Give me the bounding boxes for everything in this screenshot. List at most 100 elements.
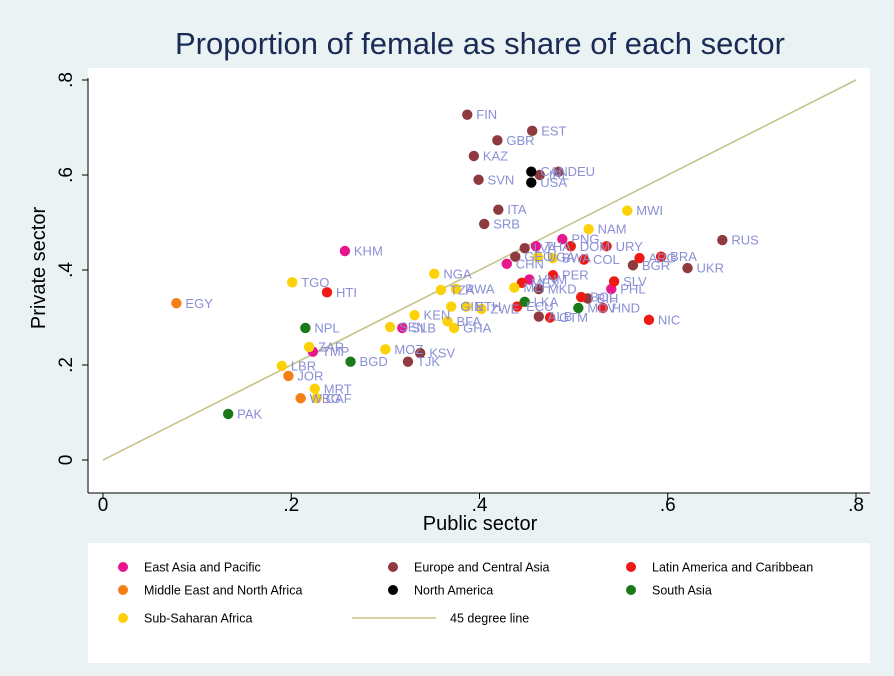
data-point-mkd [533, 283, 544, 295]
point-label-lbr: LBR [291, 358, 316, 373]
data-point-est [527, 125, 538, 137]
data-point-bra [655, 251, 667, 262]
point-label-bgr: BGR [642, 258, 670, 273]
legend-swatch-middle-east-and-north-africa [118, 585, 128, 595]
data-point-tha [530, 241, 542, 252]
data-point-hti [321, 287, 333, 298]
point-label-bih: BIH [597, 291, 619, 306]
y-axis-title: Private sector [28, 207, 50, 330]
data-point-tgo [286, 277, 298, 288]
x-tick-label: .6 [660, 495, 676, 516]
data-point-usa [526, 177, 537, 188]
data-point-ksv [415, 347, 426, 359]
data-point-bgr [627, 260, 639, 271]
data-point-eth [461, 301, 472, 312]
legend-label-45-degree-line: 45 degree line [450, 612, 529, 626]
legend-label-south-asia: South Asia [652, 584, 712, 598]
data-point-gha [448, 322, 460, 334]
point-label-mwi: MWI [636, 203, 663, 218]
legend-label-east-asia-and-pacific: East Asia and Pacific [144, 561, 261, 575]
data-point-srb [479, 218, 490, 230]
data-point-deu [553, 166, 564, 177]
point-label-egy: EGY [185, 296, 213, 311]
legend-swatch-europe-and-central-asia [388, 562, 398, 572]
point-label-geo: GEO [524, 249, 553, 264]
data-point-zar [303, 341, 315, 353]
legend-box [88, 543, 870, 663]
point-label-bol: BOL [590, 290, 616, 305]
point-label-srb: SRB [493, 216, 520, 231]
data-point-ukr [682, 262, 693, 274]
point-label-khm: KHM [354, 244, 383, 259]
point-label-hnd: HND [612, 301, 640, 316]
point-label-png: PNG [571, 232, 599, 247]
data-point-lka [519, 296, 530, 308]
x-tick-label: .2 [283, 495, 299, 516]
data-point-alb [533, 311, 544, 322]
point-label-nam: NAM [598, 222, 627, 237]
data-point-bwa [547, 252, 559, 264]
point-label-irl: IRL [549, 168, 569, 183]
point-label-wbg: WBG [310, 391, 341, 406]
data-point-can [526, 166, 537, 177]
point-label-svn: SVN [488, 172, 515, 187]
data-point-slb [397, 322, 408, 334]
point-label-rwa: RWA [465, 282, 495, 297]
point-label-tmp: TMP [322, 344, 349, 359]
point-label-alb: ALB [548, 309, 573, 324]
legend-label-europe-and-central-asia: Europe and Central Asia [414, 561, 550, 575]
point-label-gin: GIN [460, 299, 483, 314]
point-label-tgo: TGO [301, 275, 329, 290]
data-point-npl [300, 322, 311, 334]
data-point-ita [493, 204, 504, 215]
point-label-moz: MOZ [394, 342, 423, 357]
data-point-bgd [345, 356, 356, 367]
data-point-wbg [295, 393, 306, 404]
point-label-gbr: GBR [506, 133, 534, 148]
y-tick-label: .6 [56, 167, 77, 183]
point-label-eth: ETH [475, 299, 501, 314]
legend-swatch-north-america [388, 585, 398, 595]
data-point-mli [509, 282, 520, 293]
axes: 0 .2 .4 .6 .8 0 .2 .4 .6 .8 [56, 72, 870, 516]
legend-label-sub-saharan-africa: Sub-Saharan Africa [144, 612, 252, 626]
point-label-mli: MLI [523, 280, 545, 295]
data-point-egy [171, 298, 182, 309]
point-label-phl: PHL [620, 282, 645, 297]
data-point-caf [311, 393, 322, 404]
data-point-rwa [450, 283, 462, 295]
data-point-lva [519, 242, 530, 254]
data-point-gbr [492, 135, 503, 146]
reference-line-layer [102, 79, 857, 461]
x-tick-label: .4 [472, 495, 488, 516]
legend-label-latin-america-and-caribbean: Latin America and Caribbean [652, 561, 813, 575]
legend: East Asia and Pacific Europe and Central … [118, 561, 813, 626]
point-label-zwe: ZWE [490, 301, 519, 316]
point-label-bra: BRA [670, 249, 697, 264]
point-label-uga: UGA [547, 250, 576, 265]
data-point-bfa [442, 316, 453, 327]
legend-swatch-east-asia-and-pacific [118, 562, 128, 572]
point-label-ita: ITA [507, 202, 527, 217]
legend-label-middle-east-and-north-africa: Middle East and North Africa [144, 584, 302, 598]
data-point-kaz [468, 150, 480, 162]
y-tick-label: 0 [56, 455, 77, 466]
data-point-geo [510, 251, 521, 262]
data-point-bol [575, 291, 587, 303]
point-label-bfa: BFA [456, 314, 481, 329]
legend-swatch-sub-saharan-africa [118, 613, 128, 623]
y-tick-label: .2 [56, 357, 77, 373]
data-point-mex [516, 277, 528, 289]
point-label-fin: FIN [476, 107, 497, 122]
chart-title: Proportion of female as share of each se… [175, 26, 785, 61]
point-label-tza: TZA [450, 282, 475, 297]
point-label-mex: MEX [531, 275, 560, 290]
point-label-sen: SEN [399, 320, 426, 335]
point-label-chn: CHN [516, 256, 544, 271]
point-label-tjk: TJK [417, 354, 440, 369]
point-label-slb: SLB [411, 320, 436, 335]
point-label-gtm: GTM [559, 310, 588, 325]
data-point-tza [435, 284, 447, 296]
data-point-mdv [573, 302, 584, 314]
